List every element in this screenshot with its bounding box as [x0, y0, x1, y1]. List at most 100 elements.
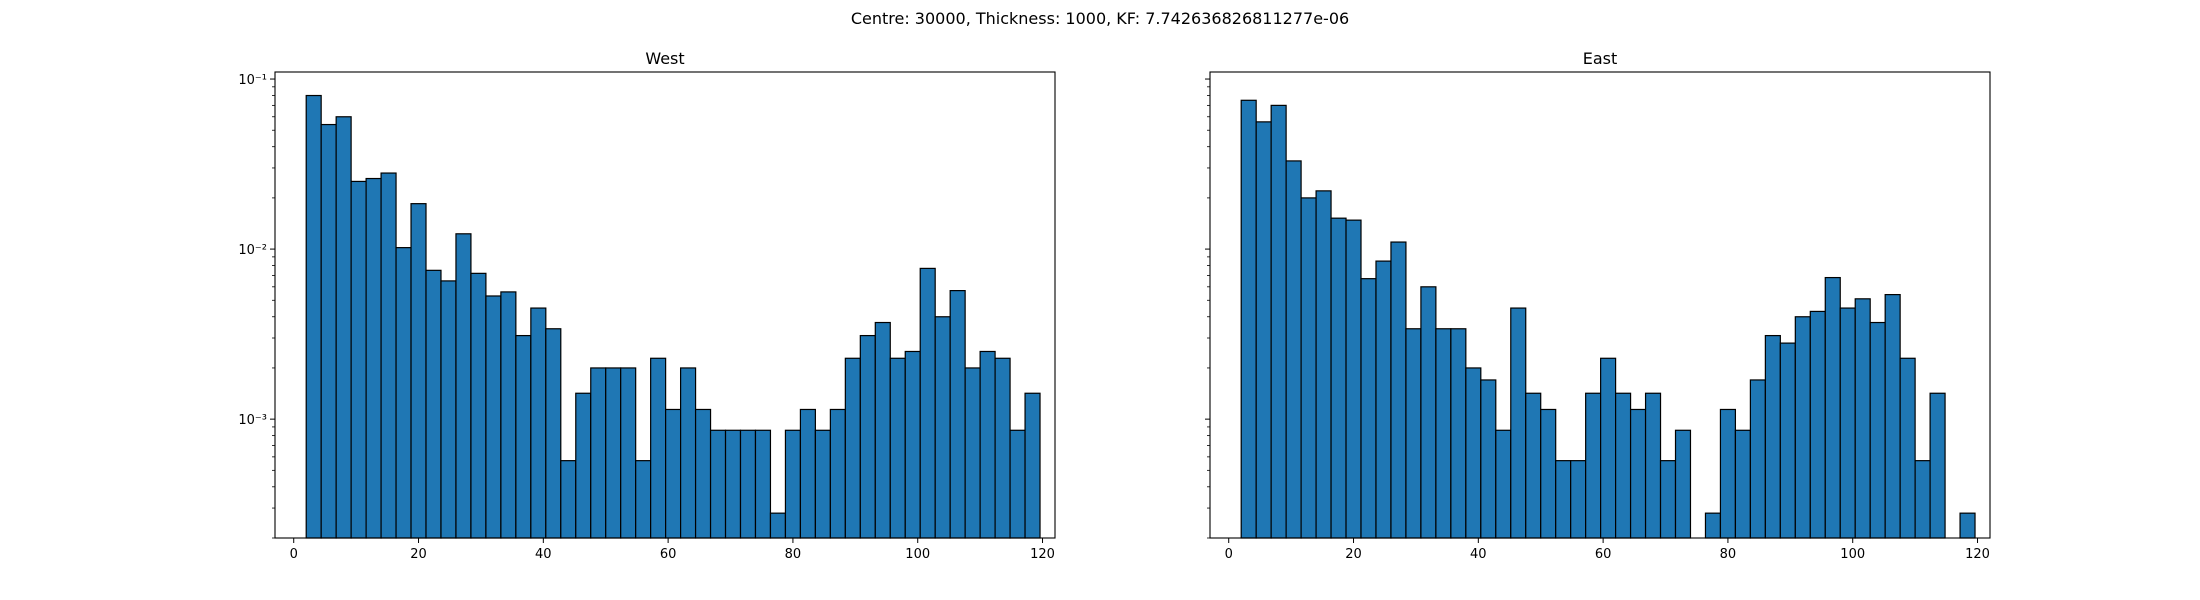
histogram-bar	[1929, 392, 1946, 539]
histogram-bar	[1345, 219, 1362, 539]
x-tick-label: 120	[1030, 547, 1055, 562]
chart-panels: West 0 20 40 60 80 100 120 10⁻¹ 10⁻² 10⁻³ East 0 20 40…	[238, 49, 1991, 562]
y-tick-label: 10⁻²	[238, 243, 267, 258]
histogram-bar	[1779, 342, 1796, 539]
histogram-bar	[455, 233, 472, 539]
y-tick-label: 10⁻³	[238, 413, 267, 428]
histogram-bar	[1420, 286, 1437, 539]
histogram-bar	[1674, 429, 1692, 539]
histogram-bar	[1884, 293, 1901, 539]
histogram-bar	[1540, 408, 1557, 539]
x-tick-label: 100	[1840, 547, 1865, 562]
histogram-bar	[650, 357, 667, 539]
x-tick-label: 0	[1225, 547, 1233, 562]
histogram-bar	[1614, 392, 1632, 539]
histogram-bar	[1390, 241, 1407, 539]
histogram-bar	[1734, 429, 1751, 539]
histogram-bar	[919, 267, 936, 539]
histogram-bar	[1009, 429, 1026, 539]
histogram-bar	[904, 350, 921, 539]
histogram-bar	[1914, 460, 1931, 539]
histogram-bar	[769, 512, 787, 539]
histogram-bar	[515, 334, 532, 539]
histogram-bar	[784, 429, 802, 539]
histogram-bar	[1959, 512, 1976, 539]
histogram-bar	[530, 307, 547, 539]
histogram-bar	[365, 177, 382, 539]
histogram-bar	[605, 367, 622, 539]
histogram-bar	[665, 408, 682, 539]
histogram-bar	[1824, 276, 1841, 539]
histogram-bar	[1024, 392, 1041, 539]
histogram-bar	[635, 460, 652, 539]
histogram-bar	[1719, 408, 1737, 539]
histogram-bar	[1495, 429, 1512, 539]
histogram-bar	[889, 357, 906, 539]
x-tick-label: 20	[410, 547, 427, 562]
histogram-bar	[1270, 104, 1287, 539]
histogram-bar	[1285, 160, 1302, 539]
x-tick-label: 80	[1720, 547, 1737, 562]
panel-title: East	[1583, 49, 1618, 68]
histogram-bar	[1360, 278, 1377, 539]
histogram-bar	[500, 291, 517, 539]
histogram-bar	[1764, 334, 1781, 539]
histogram-bar	[799, 408, 816, 539]
histogram-bar	[859, 334, 876, 539]
histogram-bar	[1450, 328, 1467, 539]
histogram-bar	[1899, 357, 1916, 539]
histogram-bar	[1704, 512, 1722, 539]
histogram-bar	[1510, 307, 1527, 539]
histogram-bar	[1405, 328, 1422, 539]
panel-title: West	[645, 49, 684, 68]
histogram-bar	[964, 367, 981, 539]
x-tick-label: 100	[905, 547, 930, 562]
histogram-bar	[1465, 367, 1482, 539]
histogram-bar	[1375, 260, 1392, 539]
y-tick-label: 10⁻¹	[238, 73, 267, 88]
histogram-bar	[1794, 316, 1811, 539]
histogram-bar	[934, 316, 951, 539]
histogram-bar	[485, 295, 502, 539]
x-tick-label: 120	[1965, 547, 1990, 562]
histogram-bar	[1300, 197, 1317, 539]
histogram-bar	[694, 408, 712, 539]
plot-frame	[274, 71, 1056, 539]
histogram-bar	[575, 392, 592, 539]
histogram-bar	[874, 321, 891, 539]
histogram-bar	[470, 272, 487, 539]
histogram-bar	[545, 328, 562, 539]
bars	[305, 94, 1041, 539]
histogram-bar	[380, 172, 397, 539]
histogram-bar	[1749, 379, 1766, 539]
histogram-bar	[829, 408, 846, 539]
histogram-bar	[305, 94, 322, 539]
histogram-bar	[814, 429, 831, 539]
x-tick-label: 40	[1470, 547, 1487, 562]
histogram-bar	[1240, 99, 1257, 539]
histogram-bar	[1585, 392, 1602, 539]
histogram-bar	[739, 429, 757, 539]
x-tick-label: 20	[1345, 547, 1362, 562]
histogram-bar	[1869, 321, 1886, 539]
histogram-bar	[994, 357, 1011, 539]
figure-suptitle: Centre: 30000, Thickness: 1000, KF: 7.74…	[851, 9, 1349, 28]
histogram-bar	[1555, 460, 1572, 539]
histogram-bar	[1659, 460, 1677, 539]
histogram-bar	[1839, 307, 1856, 539]
histogram-bar	[1570, 460, 1587, 539]
histogram-bar	[320, 123, 337, 539]
histogram-bar	[425, 269, 442, 539]
chart-panel-west: West 0 20 40 60 80 100 120 10⁻¹ 10⁻² 10⁻³	[238, 49, 1056, 562]
x-tick-label: 80	[785, 547, 802, 562]
histogram-bar	[1629, 408, 1647, 539]
histogram-bar	[1480, 379, 1497, 539]
histogram-bar	[350, 180, 367, 539]
histogram-bar	[1600, 357, 1617, 539]
bars	[1240, 99, 1976, 539]
histogram-bar	[395, 247, 412, 539]
histogram-bar	[410, 203, 427, 539]
x-tick-label: 0	[290, 547, 298, 562]
histogram-bar	[844, 357, 861, 539]
histogram-bar	[620, 367, 637, 539]
